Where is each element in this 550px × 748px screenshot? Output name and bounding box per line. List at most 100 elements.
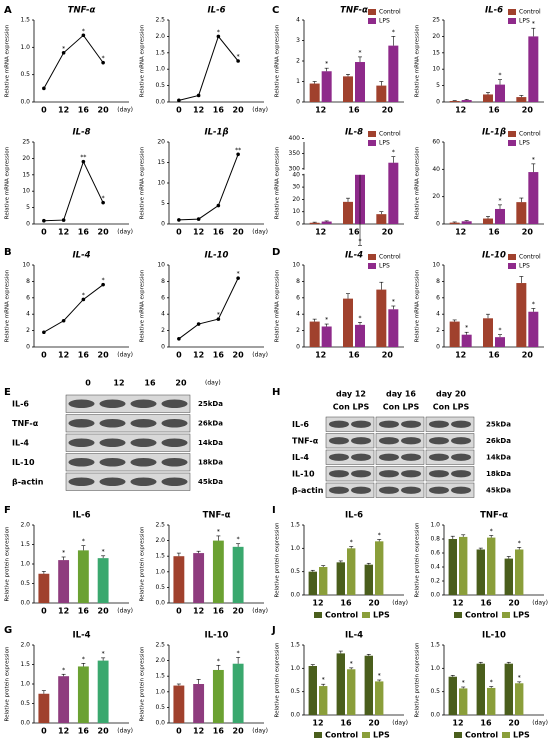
blot-band bbox=[68, 438, 95, 448]
y-axis-label: Relative mRNA expression bbox=[415, 24, 421, 97]
y-tick-label: 60 bbox=[432, 139, 440, 146]
y-tick-label: 0.0 bbox=[20, 720, 30, 727]
x-tick-label: 16 bbox=[488, 106, 500, 115]
error-bar bbox=[464, 331, 469, 335]
data-point bbox=[177, 98, 181, 103]
y-tick-label: 1.0 bbox=[155, 568, 165, 575]
error-bar bbox=[324, 323, 329, 327]
bar bbox=[343, 76, 353, 102]
bar bbox=[38, 693, 50, 723]
significance: * bbox=[102, 277, 105, 284]
x-tick-label: 20 bbox=[368, 599, 380, 608]
legend-swatch bbox=[362, 612, 370, 618]
y-tick-label: 0 bbox=[436, 221, 440, 228]
y-tick-label: 4 bbox=[296, 311, 300, 318]
y-tick-label: 1.5 bbox=[20, 541, 30, 548]
blot-band bbox=[428, 486, 449, 494]
legend-label: Control bbox=[325, 611, 358, 620]
blot-protein: IL-10 bbox=[292, 469, 315, 478]
y-tick-label: 3 bbox=[296, 37, 300, 44]
blot-band bbox=[99, 477, 126, 487]
y-tick-label: 20 bbox=[292, 196, 300, 203]
significance: * bbox=[462, 680, 465, 687]
error-bar bbox=[486, 92, 490, 95]
error-bar bbox=[489, 535, 494, 538]
chart-title: IL-10 bbox=[205, 631, 229, 641]
x-tick-label: 20 bbox=[98, 351, 110, 360]
y-tick-label: 350 bbox=[289, 150, 301, 157]
bar bbox=[528, 172, 539, 224]
data-point bbox=[196, 93, 201, 98]
y-axis-label: Relative protein expression bbox=[5, 646, 11, 721]
significance: * bbox=[102, 650, 105, 657]
y-tick-label: 15 bbox=[22, 171, 30, 178]
legend-label: Control bbox=[465, 611, 498, 620]
x-tick-label: 12 bbox=[455, 228, 466, 237]
blot-strip bbox=[375, 449, 425, 465]
significance: ** bbox=[80, 154, 86, 161]
y-tick-label: 1.5 bbox=[290, 522, 300, 529]
bar bbox=[58, 560, 70, 603]
blot-strip bbox=[375, 433, 425, 449]
legend-label: LPS bbox=[379, 18, 390, 25]
error-bar bbox=[464, 220, 469, 222]
y-tick-label: 0.0 bbox=[155, 720, 165, 727]
y-tick-label: 1.0 bbox=[20, 561, 30, 568]
legend-swatch bbox=[508, 18, 516, 24]
bar bbox=[355, 324, 365, 347]
y-tick-label: 10 bbox=[22, 262, 30, 269]
blot-band bbox=[378, 437, 399, 445]
legend-label: LPS bbox=[519, 263, 530, 270]
x-tick-label: 0 bbox=[176, 228, 182, 237]
blot-size: 25kDa bbox=[486, 420, 511, 428]
error-bar bbox=[312, 81, 317, 84]
y-axis-label: Relative mRNA expression bbox=[5, 24, 11, 97]
error-bar bbox=[377, 539, 382, 542]
error-bar bbox=[506, 556, 511, 559]
x-tick-label: 20 bbox=[233, 727, 245, 736]
blot-band bbox=[451, 486, 472, 494]
x-tick-label: 20 bbox=[98, 607, 110, 616]
significance: * bbox=[518, 540, 521, 547]
x-tick-label: 20 bbox=[233, 106, 245, 115]
x-tick-label: 0 bbox=[176, 607, 182, 616]
significance: * bbox=[532, 21, 535, 28]
y-axis-label: Relative mRNA expression bbox=[275, 146, 281, 219]
panel-letter: A bbox=[4, 5, 12, 16]
y-tick-label: 1.5 bbox=[155, 673, 165, 680]
bar bbox=[97, 660, 109, 723]
x-tick-label: 20 bbox=[233, 607, 245, 616]
blot-band bbox=[161, 438, 188, 448]
x-tick-label: 16 bbox=[340, 719, 352, 728]
y-tick-label: 0.0 bbox=[430, 712, 440, 719]
x-tick-label: 16 bbox=[213, 228, 225, 237]
y-tick-label: 0.0 bbox=[20, 99, 30, 106]
legend-label: LPS bbox=[513, 611, 530, 620]
blot-band bbox=[328, 420, 349, 428]
data-line bbox=[43, 284, 104, 333]
error-bar bbox=[312, 318, 317, 322]
y-tick-label: 0.0 bbox=[155, 600, 165, 607]
y-tick-label: 2 bbox=[26, 327, 30, 334]
data-point bbox=[81, 33, 86, 38]
error-bar bbox=[358, 174, 362, 246]
bar bbox=[58, 676, 70, 723]
chart-title: IL-4 bbox=[345, 631, 363, 641]
significance: * bbox=[82, 538, 85, 545]
significance: * bbox=[350, 539, 353, 546]
y-tick-label: 10 bbox=[22, 188, 30, 195]
x-tick-label: 20 bbox=[508, 599, 520, 608]
bar bbox=[487, 537, 496, 595]
error-bar bbox=[379, 281, 384, 290]
blot-band bbox=[68, 418, 95, 428]
bar bbox=[515, 683, 524, 715]
y-axis-label: Relative mRNA expression bbox=[275, 269, 281, 342]
y-tick-label: 20 bbox=[157, 139, 165, 146]
blot-band bbox=[351, 470, 372, 478]
panel-letter: B bbox=[4, 247, 12, 258]
x-axis-label: (day) bbox=[532, 720, 548, 727]
chart-title: IL-8 bbox=[345, 128, 363, 138]
blot-strip bbox=[325, 433, 375, 449]
y-tick-label: 4 bbox=[436, 311, 440, 318]
x-tick-label: 12 bbox=[193, 228, 204, 237]
